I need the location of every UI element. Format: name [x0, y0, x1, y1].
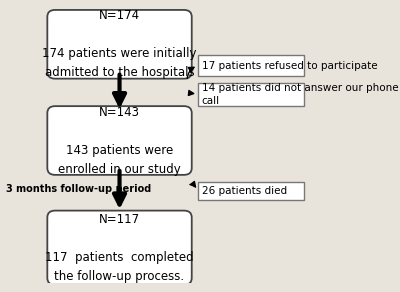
FancyBboxPatch shape — [47, 10, 192, 79]
FancyBboxPatch shape — [198, 182, 304, 200]
FancyBboxPatch shape — [198, 55, 304, 76]
Text: 14 patients did not answer our phone
call: 14 patients did not answer our phone cal… — [202, 83, 398, 106]
FancyBboxPatch shape — [198, 83, 304, 106]
Text: 26 patients died: 26 patients died — [202, 186, 287, 196]
FancyBboxPatch shape — [47, 211, 192, 285]
Text: 3 months follow-up period: 3 months follow-up period — [6, 184, 151, 194]
Text: N=174

174 patients were initially
admitted to the hospitals: N=174 174 patients were initially admitt… — [42, 9, 197, 79]
Text: 17 patients refused to participate: 17 patients refused to participate — [202, 61, 377, 71]
Text: N=117

117  patients  completed
the follow-up process.: N=117 117 patients completed the follow-… — [45, 213, 194, 283]
FancyBboxPatch shape — [47, 106, 192, 175]
Text: N=143

143 patients were
enrolled in our study: N=143 143 patients were enrolled in our … — [58, 105, 181, 175]
